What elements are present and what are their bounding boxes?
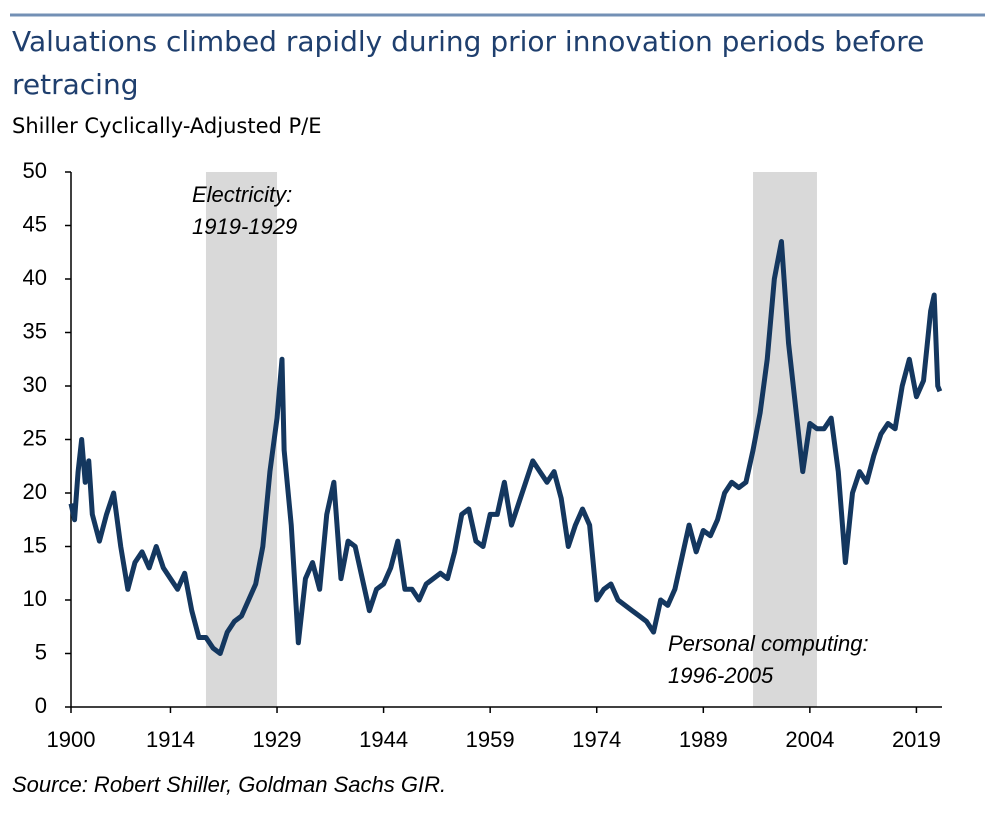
source: Source: Robert Shiller, Goldman Sachs GI… [12, 772, 446, 797]
y-tick-label: 25 [23, 425, 47, 450]
x-tick-label: 1900 [47, 727, 96, 752]
annotation: 1919-1929 [192, 214, 297, 239]
plot-area: Electricity: 1919-1929 Personal computing:… [23, 158, 943, 752]
chart-subtitle: Shiller Cyclically-Adjusted P/E [12, 114, 322, 138]
chart-title: retracing [12, 68, 138, 101]
x-tick-label: 1989 [679, 727, 728, 752]
data-line [68, 239, 943, 656]
annotation: Electricity: [192, 182, 292, 207]
y-tick-label: 15 [23, 532, 47, 557]
y-tick-label: 10 [23, 586, 47, 611]
x-tick-label: 2019 [892, 727, 941, 752]
x-tick-label: 2004 [785, 727, 834, 752]
x-tick-label: 1944 [359, 727, 408, 752]
x-tick-label: 1974 [572, 727, 621, 752]
annotation: Personal computing: [668, 631, 869, 656]
y-tick-label: 40 [23, 265, 47, 290]
y-tick-label: 0 [35, 693, 47, 718]
y-tick-label: 35 [23, 318, 47, 343]
x-tick-label: 1929 [253, 727, 302, 752]
y-tick-label: 50 [23, 158, 47, 183]
y-tick-label: 45 [23, 211, 47, 236]
annotation: 1996-2005 [668, 663, 774, 688]
y-tick-label: 30 [23, 372, 47, 397]
x-tick-label: 1914 [146, 727, 195, 752]
shaded-period [205, 172, 278, 707]
x-tick-label: 1959 [466, 727, 515, 752]
y-tick-label: 20 [23, 479, 47, 504]
y-tick-label: 5 [35, 639, 47, 664]
chart-title: Valuations climbed rapidly during prior … [12, 25, 924, 58]
